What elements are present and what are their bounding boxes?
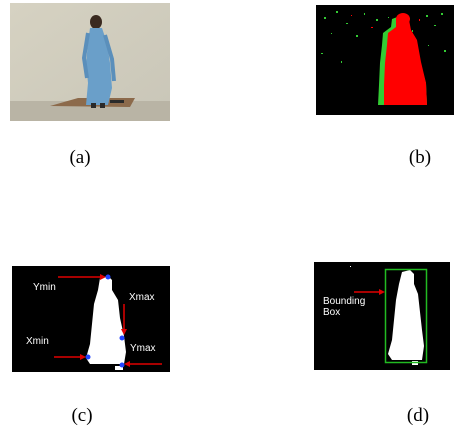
label-bounding: Bounding bbox=[323, 296, 366, 307]
binary-silhouette bbox=[12, 266, 170, 372]
label-ymax: Ymax bbox=[130, 343, 156, 354]
panel-d-image: Bounding Box bbox=[314, 262, 450, 370]
person-head bbox=[90, 15, 102, 29]
person-body bbox=[86, 28, 112, 105]
silhouette bbox=[86, 276, 126, 364]
label-xmin: Xmin bbox=[26, 336, 49, 347]
caption-a: (a) bbox=[69, 147, 91, 168]
label-xmax: Xmax bbox=[129, 292, 155, 303]
silhouette bbox=[388, 270, 424, 360]
bounding-box bbox=[384, 268, 428, 364]
caption-c: (c) bbox=[71, 405, 93, 426]
label-bounding-box: Bounding Box bbox=[323, 296, 365, 318]
motion-mask-red bbox=[384, 16, 427, 105]
caption-d: (d) bbox=[406, 405, 430, 426]
bounding-box-image bbox=[314, 262, 450, 370]
label-ymin: Ymin bbox=[33, 282, 56, 293]
panel-b-image bbox=[316, 5, 454, 115]
label-box: Box bbox=[323, 307, 341, 318]
motion-mask bbox=[316, 5, 454, 115]
panel-a-image bbox=[10, 3, 170, 121]
caption-b: (b) bbox=[408, 147, 432, 168]
photo-person-in-room bbox=[10, 3, 170, 121]
panel-c-image: Ymin Xmax Xmin Ymax bbox=[12, 266, 170, 372]
